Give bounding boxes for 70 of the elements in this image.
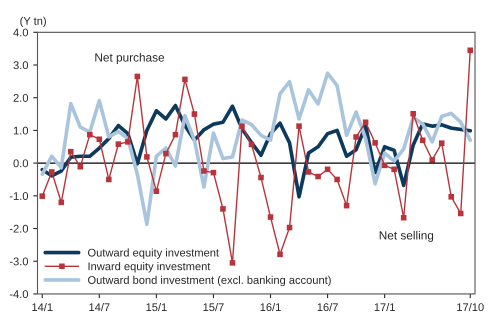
x-tick-label: 14/7 bbox=[89, 302, 110, 312]
point bbox=[230, 260, 236, 266]
y-tick-label: 1.0 bbox=[14, 126, 28, 135]
point bbox=[192, 111, 198, 117]
point bbox=[125, 139, 131, 145]
x-tick-label: 15/1 bbox=[146, 302, 167, 312]
annotation: Net selling bbox=[380, 230, 434, 242]
point bbox=[239, 123, 245, 129]
y-tick-label: -4.0 bbox=[10, 290, 28, 298]
point bbox=[48, 169, 55, 175]
point bbox=[268, 214, 274, 220]
x-tick-label: 15/7 bbox=[203, 302, 224, 312]
point bbox=[182, 76, 188, 82]
point bbox=[372, 140, 378, 146]
point bbox=[106, 176, 112, 182]
point bbox=[324, 166, 330, 172]
point bbox=[344, 202, 350, 208]
point bbox=[448, 194, 454, 200]
x-tick-label: 16/7 bbox=[318, 302, 338, 312]
point bbox=[296, 123, 302, 129]
annotation: Net purchase bbox=[95, 52, 164, 64]
point bbox=[144, 154, 150, 160]
point bbox=[58, 200, 64, 206]
point bbox=[334, 176, 340, 182]
point bbox=[306, 169, 312, 175]
point bbox=[248, 142, 254, 148]
y-tick-label: 4.0 bbox=[13, 28, 28, 36]
point bbox=[458, 210, 464, 216]
point bbox=[258, 174, 264, 180]
point bbox=[210, 170, 216, 176]
legend-label: Outward bond investment (excl. banking account) bbox=[88, 276, 331, 286]
point bbox=[39, 193, 46, 199]
point bbox=[277, 252, 283, 258]
point bbox=[163, 150, 169, 156]
point bbox=[420, 137, 426, 143]
y-axis-title: (Y tn) bbox=[20, 16, 46, 28]
point bbox=[96, 136, 102, 142]
y-tick-label: -2.0 bbox=[10, 224, 28, 233]
x-tick-label: 16/1 bbox=[260, 302, 281, 312]
point bbox=[172, 132, 178, 138]
y-tick-label: 2.0 bbox=[14, 94, 28, 102]
point bbox=[286, 224, 292, 230]
legend-label: Outward equity investment bbox=[88, 248, 219, 259]
point bbox=[382, 162, 388, 168]
point bbox=[438, 140, 444, 146]
point bbox=[410, 110, 416, 117]
point bbox=[400, 214, 406, 221]
y-tick-label: -3.0 bbox=[10, 257, 28, 266]
point bbox=[116, 141, 122, 147]
legend-label: Inward equity investment bbox=[88, 262, 210, 272]
point bbox=[220, 206, 226, 212]
point bbox=[467, 48, 474, 54]
point bbox=[429, 157, 435, 163]
line-series bbox=[40, 71, 472, 226]
point bbox=[78, 164, 84, 170]
x-tick-label: 14/1 bbox=[32, 302, 53, 312]
y-tick-label: 0.0 bbox=[13, 159, 28, 168]
point bbox=[315, 174, 321, 180]
point bbox=[391, 166, 397, 172]
point bbox=[68, 148, 74, 154]
x-tick-label: 17/10 bbox=[457, 302, 484, 312]
y-tick-label: 3.0 bbox=[13, 61, 28, 70]
point bbox=[87, 132, 93, 138]
point bbox=[134, 74, 140, 80]
point bbox=[362, 119, 368, 126]
x-tick-label: 17/1 bbox=[374, 302, 395, 312]
y-tick-label: -1.0 bbox=[10, 192, 28, 200]
point bbox=[154, 188, 160, 194]
point bbox=[353, 134, 359, 140]
point bbox=[201, 168, 207, 174]
